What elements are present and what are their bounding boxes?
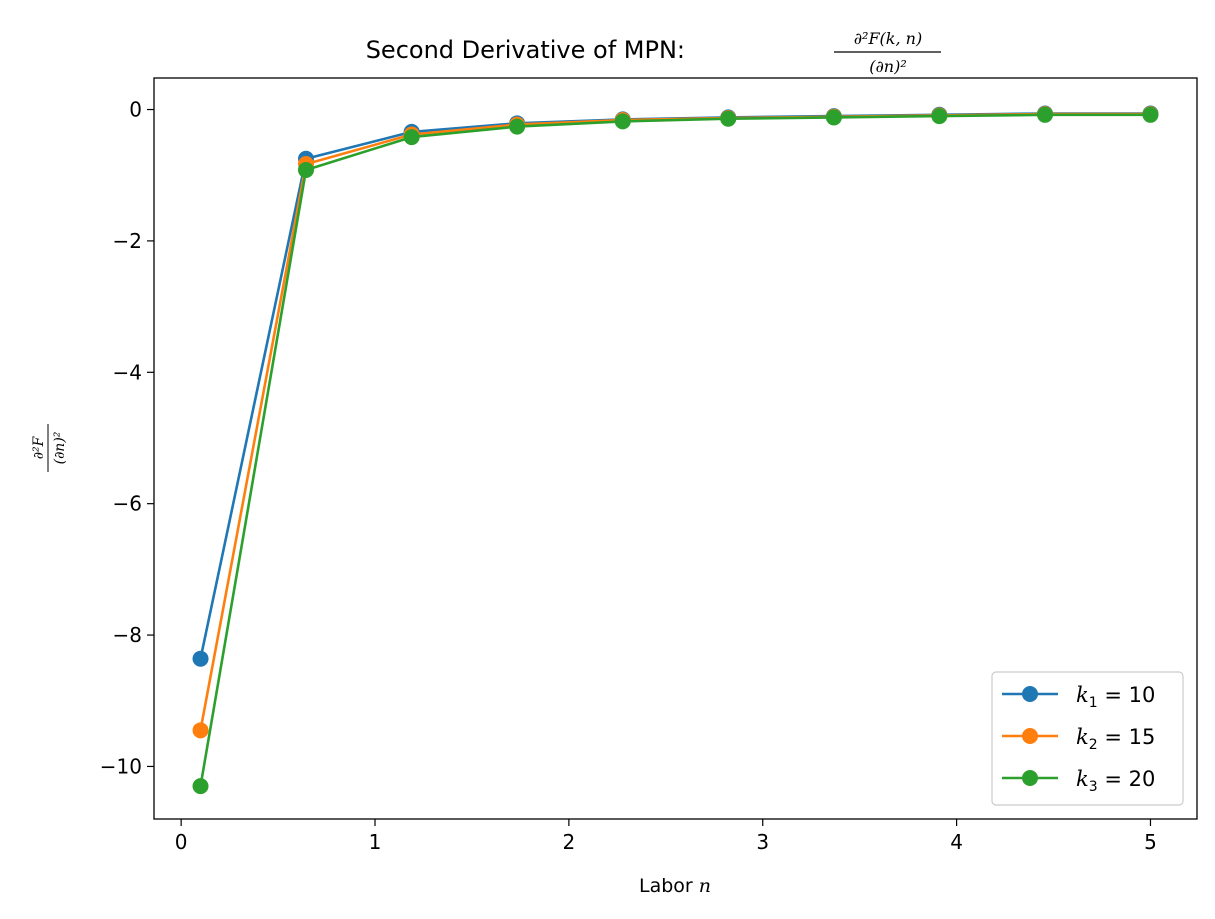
legend-label: k1 = 10 — [1076, 683, 1155, 711]
series-1-point — [192, 650, 209, 667]
y-axis-ticks: 0 −2 −4 −6 −8 −10 — [100, 98, 154, 778]
series-3-line — [199, 113, 1151, 787]
legend-label-variable: k — [1076, 683, 1089, 707]
x-axis-label: Labor n — [639, 875, 711, 897]
series-3 — [192, 106, 1159, 795]
legend-entry-2: k2 = 15 — [1002, 725, 1155, 753]
plot-frame — [153, 77, 1198, 820]
legend-entry-1: k1 = 10 — [1002, 683, 1155, 711]
y-tick-label: −6 — [113, 492, 142, 516]
series-3-point — [825, 109, 842, 126]
x-tick-label: 4 — [950, 830, 963, 854]
svg-text:Labor n: Labor n — [639, 875, 711, 897]
legend-marker — [1022, 686, 1038, 702]
legend-label-value: = 20 — [1098, 767, 1156, 791]
legend-label-subscript: 3 — [1089, 779, 1098, 795]
legend-box — [991, 671, 1184, 806]
series-3-point — [403, 129, 420, 146]
series-3-point — [297, 161, 314, 178]
x-axis-label-variable: n — [699, 875, 711, 897]
series-3-point — [614, 113, 631, 130]
x-tick-label: 0 — [175, 830, 188, 854]
legend-label-value: = 15 — [1098, 725, 1156, 749]
series-3-point — [720, 110, 737, 127]
series-2-point — [192, 722, 209, 739]
x-tick-label: 2 — [563, 830, 576, 854]
series-3-point — [1037, 106, 1054, 123]
chart-title: Second Derivative of MPN: ∂²F(k, n) (∂n)… — [366, 29, 941, 76]
y-axis-label-numerator: ∂²F — [31, 435, 47, 459]
y-tick-label: −2 — [113, 229, 142, 253]
legend-label: k2 = 15 — [1076, 725, 1155, 753]
y-axis-label-denominator: (∂n)² — [52, 431, 68, 464]
legend-label-subscript: 2 — [1089, 737, 1098, 753]
y-tick-label: −4 — [113, 360, 142, 384]
legend-entry-3: k3 = 20 — [1002, 767, 1155, 795]
legend-marker — [1022, 728, 1038, 744]
legend-label-value: = 10 — [1098, 683, 1156, 707]
legend-label-subscript: 1 — [1089, 695, 1098, 711]
legend-label-variable: k — [1076, 767, 1089, 791]
chart-title-fraction-denominator: (∂n)² — [869, 57, 906, 76]
x-tick-label: 3 — [756, 830, 769, 854]
legend-label-variable: k — [1076, 725, 1089, 749]
series-3-point — [931, 108, 948, 125]
legend-label: k3 = 20 — [1076, 767, 1155, 795]
chart-title-fraction-numerator: ∂²F(k, n) — [854, 29, 922, 48]
y-tick-label: 0 — [129, 98, 142, 122]
chart-title-text: Second Derivative of MPN: — [366, 36, 685, 64]
legend-marker — [1022, 770, 1038, 786]
series-3-point — [509, 118, 526, 135]
series-3-point — [192, 778, 209, 795]
y-tick-label: −10 — [100, 754, 142, 778]
plot-area: 0 1 2 3 4 5 0 −2 −4 −6 −8 −10 — [100, 77, 1198, 854]
series-group — [192, 105, 1159, 795]
y-axis-label: ∂²F (∂n)² — [31, 424, 68, 472]
x-axis-label-text: Labor — [639, 875, 699, 897]
series-3-point — [1142, 106, 1159, 123]
x-axis-ticks: 0 1 2 3 4 5 — [175, 819, 1157, 854]
x-tick-label: 5 — [1144, 830, 1157, 854]
x-tick-label: 1 — [369, 830, 382, 854]
y-tick-label: −8 — [113, 623, 142, 647]
